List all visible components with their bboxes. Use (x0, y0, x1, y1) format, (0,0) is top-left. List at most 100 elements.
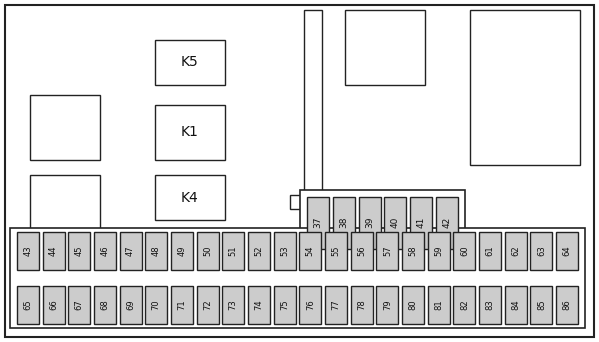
Text: 57: 57 (383, 246, 392, 256)
Text: 77: 77 (331, 300, 340, 311)
Text: 48: 48 (152, 246, 161, 256)
Text: 71: 71 (177, 300, 186, 310)
Bar (30, 175, 100, 240)
Text: 82: 82 (460, 300, 469, 310)
Text: 65: 65 (23, 300, 32, 310)
Text: 79: 79 (383, 300, 392, 310)
Bar (304, 10, 322, 205)
Text: 69: 69 (126, 300, 135, 310)
Bar (10, 228, 585, 328)
Bar (300, 232, 321, 270)
Text: 68: 68 (101, 300, 110, 311)
Text: 80: 80 (409, 300, 418, 310)
Bar (345, 10, 425, 85)
Text: 72: 72 (203, 300, 212, 310)
Bar (453, 232, 476, 270)
Bar (155, 175, 225, 220)
Text: 84: 84 (512, 300, 521, 310)
Bar (505, 286, 527, 324)
Bar (453, 286, 476, 324)
Bar (300, 286, 321, 324)
Text: 52: 52 (255, 246, 264, 256)
Text: 78: 78 (357, 300, 366, 311)
Text: K4: K4 (181, 190, 199, 205)
Text: 56: 56 (357, 246, 366, 256)
Bar (556, 232, 578, 270)
Text: 49: 49 (177, 246, 186, 256)
Bar (248, 232, 270, 270)
Text: 55: 55 (331, 246, 340, 256)
Bar (470, 10, 580, 165)
Bar (222, 286, 244, 324)
Bar (350, 286, 373, 324)
Bar (325, 232, 347, 270)
Bar (155, 40, 225, 85)
Bar (307, 197, 329, 249)
Text: 70: 70 (152, 300, 161, 310)
Bar (479, 286, 501, 324)
Text: 38: 38 (339, 217, 348, 228)
Bar (145, 286, 167, 324)
Text: 86: 86 (562, 300, 571, 311)
Bar (531, 232, 552, 270)
Bar (274, 286, 296, 324)
Bar (350, 232, 373, 270)
Bar (196, 232, 219, 270)
Text: 39: 39 (365, 217, 374, 228)
Bar (155, 105, 225, 160)
Bar (531, 286, 552, 324)
Text: 47: 47 (126, 246, 135, 256)
Bar (376, 286, 398, 324)
Bar (333, 197, 355, 249)
Bar (402, 232, 424, 270)
Bar (300, 190, 465, 255)
Text: 60: 60 (460, 246, 469, 256)
Bar (30, 95, 100, 160)
Bar (376, 232, 398, 270)
Bar (436, 197, 458, 249)
Text: 45: 45 (75, 246, 84, 256)
Bar (325, 286, 347, 324)
Bar (359, 197, 380, 249)
Text: 81: 81 (434, 300, 443, 310)
Bar (290, 195, 336, 209)
Bar (17, 232, 39, 270)
Text: 44: 44 (49, 246, 58, 256)
Bar (428, 232, 450, 270)
Text: 66: 66 (49, 300, 58, 311)
Bar (171, 232, 193, 270)
Bar (43, 286, 65, 324)
Text: 54: 54 (306, 246, 315, 256)
Bar (68, 232, 90, 270)
Text: 40: 40 (391, 217, 400, 228)
Text: 74: 74 (255, 300, 264, 310)
Bar (274, 232, 296, 270)
Bar (402, 286, 424, 324)
Bar (505, 232, 527, 270)
Bar (94, 286, 116, 324)
Bar (120, 232, 141, 270)
Bar (145, 232, 167, 270)
Bar (222, 232, 244, 270)
Text: 75: 75 (280, 300, 289, 310)
Bar (17, 286, 39, 324)
Text: 53: 53 (280, 246, 289, 256)
Text: 58: 58 (409, 246, 418, 256)
Text: 37: 37 (313, 217, 322, 228)
Text: K5: K5 (181, 55, 199, 69)
Bar (43, 232, 65, 270)
Text: 61: 61 (486, 246, 495, 256)
Text: 67: 67 (75, 300, 84, 311)
Text: 43: 43 (23, 246, 32, 256)
Bar (94, 232, 116, 270)
Bar (428, 286, 450, 324)
Bar (120, 286, 141, 324)
Text: K1: K1 (181, 126, 199, 140)
Text: 59: 59 (434, 246, 443, 256)
Bar (171, 286, 193, 324)
Bar (196, 286, 219, 324)
Text: 41: 41 (417, 217, 426, 228)
Bar (385, 197, 406, 249)
Text: 83: 83 (486, 300, 495, 311)
Bar (479, 232, 501, 270)
